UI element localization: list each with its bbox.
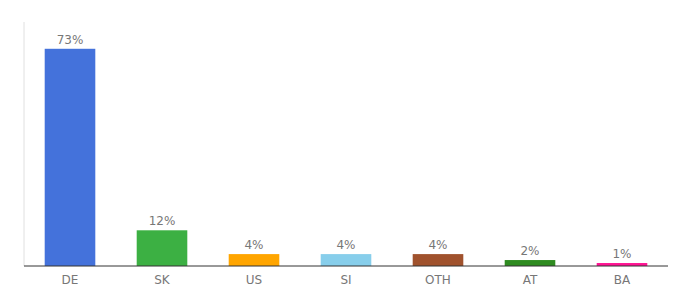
y-range-line (24, 22, 25, 266)
x-tick-label: SK (154, 273, 171, 287)
bar (229, 254, 280, 266)
data-label: 4% (244, 238, 263, 252)
x-tick-label: BA (614, 273, 631, 287)
data-label: 4% (428, 238, 447, 252)
bars (45, 49, 648, 266)
x-tick-label: SI (340, 273, 351, 287)
bar (413, 254, 464, 266)
x-tick-label: OTH (425, 273, 451, 287)
data-labels: 73% 12% 4% 4% 4% 2% 1% (57, 33, 632, 261)
data-label: 1% (612, 247, 631, 261)
x-tick-label: AT (523, 273, 538, 287)
bar (505, 260, 556, 266)
chart: 73% 12% 4% 4% 4% 2% 1% DE SK US SI OTH AT BA (0, 0, 680, 300)
bar (45, 49, 96, 266)
x-tick-label: DE (62, 273, 79, 287)
bar (137, 230, 188, 266)
x-tick-labels: DE SK US SI OTH AT BA (62, 273, 631, 287)
data-label: 12% (149, 214, 176, 228)
bar (321, 254, 372, 266)
data-label: 2% (520, 244, 539, 258)
data-label: 73% (57, 33, 84, 47)
data-label: 4% (336, 238, 355, 252)
x-tick-label: US (246, 273, 262, 287)
chart-container: 73% 12% 4% 4% 4% 2% 1% DE SK US SI OTH AT BA (0, 0, 680, 300)
x-axis-line (24, 266, 668, 267)
